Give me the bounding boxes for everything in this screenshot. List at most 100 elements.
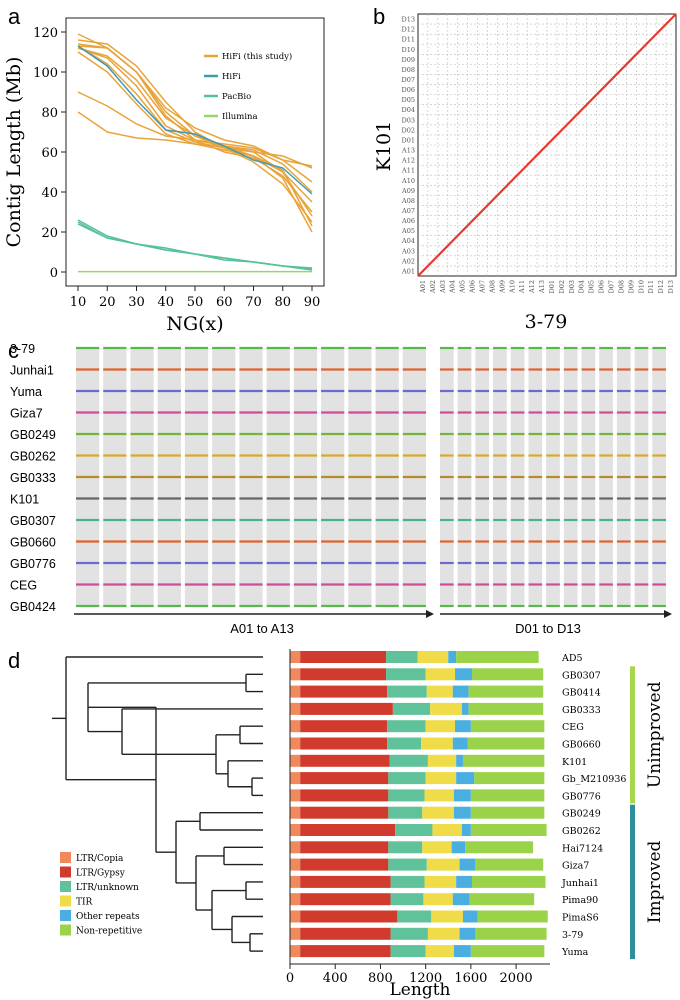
bar-segment	[290, 945, 301, 958]
x-tick-label: 1600	[454, 971, 487, 986]
legend-label: Illumina	[222, 112, 258, 122]
bar-segment	[290, 737, 301, 750]
d-range-label: D01 to D13	[515, 621, 581, 636]
y-tick-label: D04	[402, 106, 415, 114]
series-line-pacbio	[77, 223, 313, 271]
x-tick-label: A12	[528, 280, 536, 294]
bar-segment	[290, 651, 301, 663]
bar-segment	[388, 858, 427, 871]
bar-segment	[397, 910, 432, 923]
genome-label: GB0660	[10, 536, 56, 550]
bar-segment	[290, 824, 301, 836]
bar-segment	[456, 651, 539, 663]
x-axis-label: Length	[390, 980, 451, 1000]
genome-label: Giza7	[10, 407, 43, 421]
category-label: GB0307	[562, 670, 601, 681]
bar-segment	[451, 841, 466, 854]
bar-segment	[453, 945, 471, 958]
bar-segment	[470, 945, 545, 958]
genome-label: Junhai1	[10, 364, 54, 378]
bar-segment	[387, 737, 422, 750]
category-label: CEG	[562, 722, 584, 733]
bar-segment	[290, 702, 301, 715]
bar-segment	[475, 927, 547, 940]
bar-segment	[422, 841, 452, 854]
bar-segment	[290, 720, 301, 733]
x-tick-label: D04	[578, 280, 586, 293]
bar-segment	[290, 806, 301, 819]
x-tick-label: A08	[488, 280, 496, 294]
bar-segment	[430, 702, 462, 715]
x-tick-label: A09	[498, 280, 506, 294]
bar-segment	[300, 893, 391, 906]
series-line-hifi_study	[77, 39, 313, 223]
bar-segment	[300, 772, 389, 785]
y-tick-label: A01	[401, 267, 415, 275]
bar-segment	[300, 668, 387, 681]
bar-segment	[448, 651, 457, 663]
y-tick-label: A10	[401, 177, 415, 185]
x-tick-label: A13	[538, 280, 546, 294]
x-tick-label: 0	[286, 971, 294, 986]
x-tick-label: D10	[637, 280, 645, 293]
y-axis-label: Contig Length (Mb)	[3, 57, 25, 248]
bar-segment	[290, 772, 301, 785]
x-tick-label: A03	[439, 280, 447, 294]
bar-segment	[390, 875, 425, 888]
x-axis-label: 3-79	[525, 311, 568, 333]
bar-segment	[388, 806, 423, 819]
x-tick-label: 400	[323, 971, 348, 986]
series-line-pacbio	[77, 221, 313, 270]
x-tick-label: D02	[558, 280, 566, 293]
y-tick-label: 0	[50, 266, 58, 281]
y-tick-label: D12	[402, 26, 415, 34]
bar-segment	[465, 841, 534, 854]
legend-swatch	[60, 895, 71, 907]
panel-c-synteny: 3-79 Junhai1 Yuma Giza7 GB0249 GB0262 GB0333 K1…	[10, 342, 672, 636]
group-label: Improved	[645, 840, 665, 923]
bar-segment	[468, 702, 544, 715]
genome-label: GB0307	[10, 514, 56, 528]
category-label: Giza7	[562, 861, 589, 872]
y-tick-label: 120	[33, 26, 58, 41]
bar-segment	[290, 685, 301, 698]
x-tick-label: D03	[568, 280, 576, 293]
bar-segment	[462, 910, 478, 923]
y-tick-label: D06	[402, 86, 415, 94]
bar-segment	[461, 824, 471, 836]
category-label: GB0776	[562, 791, 601, 802]
bar-segment	[461, 702, 469, 715]
bar-segment	[290, 858, 301, 871]
legend-swatch	[60, 852, 71, 863]
category-label: Gb_M210936	[562, 774, 626, 785]
bar-segment	[300, 806, 389, 819]
x-tick-label: 80	[274, 295, 291, 310]
category-label: GB0249	[562, 809, 601, 820]
bar-segment	[474, 772, 545, 785]
bar-segment	[427, 927, 460, 940]
bar-segment	[389, 754, 428, 767]
y-tick-label: A02	[401, 257, 415, 265]
x-tick-label: A04	[449, 280, 457, 294]
category-label: 3-79	[562, 930, 583, 941]
x-tick-label: 60	[216, 295, 233, 310]
panel-d-stacked-bars: AD5 GB0307 GB0414 GB0333 CEG GB0660 K101 Gb_M21…	[52, 649, 665, 1000]
x-tick-label: A11	[518, 280, 526, 294]
y-axis-label: K101	[373, 121, 395, 171]
x-tick-label: 2000	[500, 971, 533, 986]
y-tick-label: A03	[401, 247, 415, 255]
bar-segment	[290, 927, 301, 940]
category-label: Junhai1	[561, 878, 599, 889]
genome-label: CEG	[10, 579, 37, 593]
bar-segment	[475, 858, 544, 871]
bar-segment	[432, 824, 462, 836]
category-label: PimaS6	[562, 913, 599, 924]
legend-swatch	[60, 910, 71, 921]
legend-label: PacBio	[222, 92, 251, 102]
bar-segment	[452, 893, 470, 906]
bar-segment	[300, 875, 391, 888]
genome-label: GB0776	[10, 557, 56, 571]
y-tick-label: D05	[402, 96, 415, 104]
bar-segment	[470, 720, 545, 733]
